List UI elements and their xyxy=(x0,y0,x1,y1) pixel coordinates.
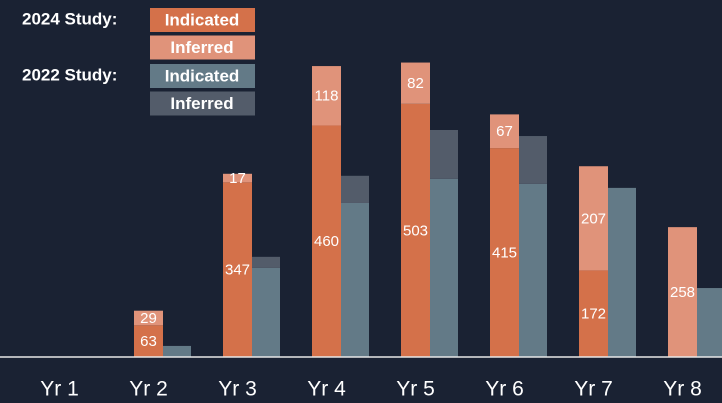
bar-segment xyxy=(312,125,341,357)
bar-segment xyxy=(223,182,252,357)
bar-segment xyxy=(668,227,697,357)
x-tick-label: Yr 2 xyxy=(129,378,168,401)
legend-swatch xyxy=(150,91,255,116)
x-tick-label: Yr 8 xyxy=(663,378,702,401)
legend-group-label: 2022 Study: xyxy=(22,65,117,84)
bar-segment xyxy=(163,345,191,357)
bar-segment xyxy=(519,136,547,184)
data-label: 460 xyxy=(314,233,339,250)
data-label: 67 xyxy=(496,123,513,140)
x-tick-label: Yr 5 xyxy=(396,378,435,401)
bar-segment xyxy=(341,175,369,203)
x-tick-label: Yr 3 xyxy=(218,378,257,401)
bar-segment xyxy=(401,62,430,104)
data-label: 258 xyxy=(670,284,695,301)
bar-segment xyxy=(134,310,163,326)
x-tick-label: Yr 4 xyxy=(307,378,346,401)
x-tick-label: Yr 1 xyxy=(40,378,79,401)
bar-segment xyxy=(134,325,163,357)
legend-swatch xyxy=(150,8,255,32)
bar-segment xyxy=(312,66,341,126)
bar-segment xyxy=(430,178,458,357)
data-label: 503 xyxy=(403,222,428,239)
legend-label: Inferred xyxy=(170,38,233,57)
bar-segment xyxy=(341,202,369,357)
bar-segment xyxy=(401,103,430,357)
data-label: 207 xyxy=(581,210,606,227)
data-label: 118 xyxy=(315,88,339,105)
bar-segment xyxy=(252,267,280,357)
x-tick-label: Yr 7 xyxy=(574,378,613,401)
legend-swatch xyxy=(150,35,255,60)
legend-label: Inferred xyxy=(170,94,233,113)
legend-group-label: 2024 Study: xyxy=(22,9,117,28)
data-label: 29 xyxy=(140,310,157,327)
data-label: 63 xyxy=(140,333,157,350)
bar-segment xyxy=(430,129,458,179)
legend-label: Indicated xyxy=(165,10,240,29)
bar-segment xyxy=(223,173,252,183)
bar-segment xyxy=(579,270,608,357)
bar-segment xyxy=(490,114,519,149)
x-tick-label: Yr 6 xyxy=(485,378,524,401)
bar-segment xyxy=(519,183,547,357)
bar-segment xyxy=(490,148,519,357)
data-label: 82 xyxy=(407,75,424,92)
bar-segment xyxy=(252,256,280,268)
data-label: 172 xyxy=(581,306,606,323)
bar-segment xyxy=(608,187,636,357)
bar-segment xyxy=(579,166,608,271)
legend-label: Indicated xyxy=(165,66,240,85)
bar-segment xyxy=(697,288,722,357)
data-label: 17 xyxy=(229,170,246,187)
legend-swatch xyxy=(150,64,255,88)
data-label: 347 xyxy=(225,262,250,279)
data-label: 415 xyxy=(492,245,517,262)
